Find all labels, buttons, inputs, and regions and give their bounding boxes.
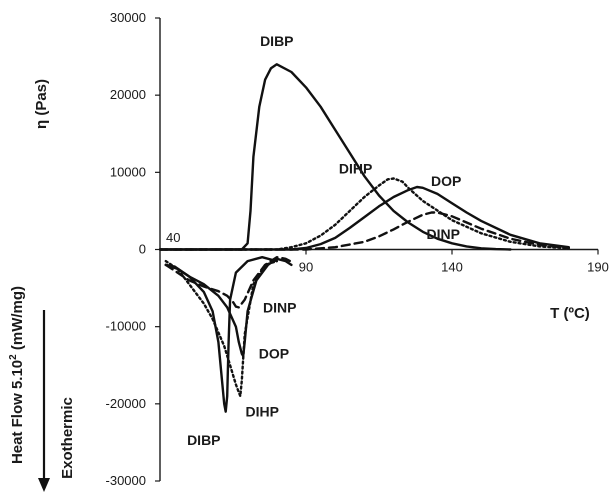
x-origin-label: 40 (166, 230, 180, 245)
viscosity-dibp-line (158, 63, 512, 251)
y-tick-label: 30000 (110, 10, 146, 25)
viscosity-dihp-line (158, 177, 570, 251)
x-axis-ticks: 90 140 190 (299, 249, 609, 275)
curve-label-dihp: DIHP (245, 404, 278, 420)
x-tick-label: 140 (441, 260, 463, 275)
y-tick-label: -10000 (106, 319, 146, 334)
viscosity-dop-line (158, 185, 570, 251)
x-tick-label: 90 (299, 260, 313, 275)
annotation-layer: DIBP DIHP DOP DINP DINP DOP DIHP DIBP (187, 33, 461, 448)
heat-flow-title: Heat Flow 5.102 (mW/mg) (8, 286, 26, 464)
curve-label-dinp: DINP (427, 226, 460, 242)
x-tick-label: 190 (587, 260, 609, 275)
curve-label-dihp: DIHP (339, 160, 372, 176)
viscosity-dinp-line (158, 211, 570, 251)
exothermic-label: Exothermic (59, 397, 76, 479)
y-tick-label: 10000 (110, 164, 146, 179)
y-tick-label: 0 (139, 242, 146, 257)
y-axis-title: η (Pas) (33, 79, 50, 129)
x-axis-title: T (ºC) (550, 305, 590, 322)
heat-flow-dihp-line (164, 259, 278, 398)
y-axis-ticks: 30000 20000 10000 0 -10000 -20000 -30000 (106, 10, 160, 488)
curve-label-dop: DOP (259, 346, 289, 362)
heat-flow-dop-line (164, 257, 293, 358)
curve-label-dibp: DIBP (260, 33, 293, 49)
curve-label-dibp: DIBP (187, 432, 220, 448)
curve-label-dop: DOP (431, 173, 461, 189)
y-tick-label: -20000 (106, 396, 146, 411)
series-layer (158, 63, 570, 413)
y-tick-label: -30000 (106, 473, 146, 488)
heat-flow-dibp-line (164, 256, 278, 413)
curve-label-dinp: DINP (263, 299, 296, 315)
heat-flow-dinp-line (164, 256, 293, 309)
y-tick-label: 20000 (110, 87, 146, 102)
exothermic-arrow-icon (38, 310, 50, 492)
